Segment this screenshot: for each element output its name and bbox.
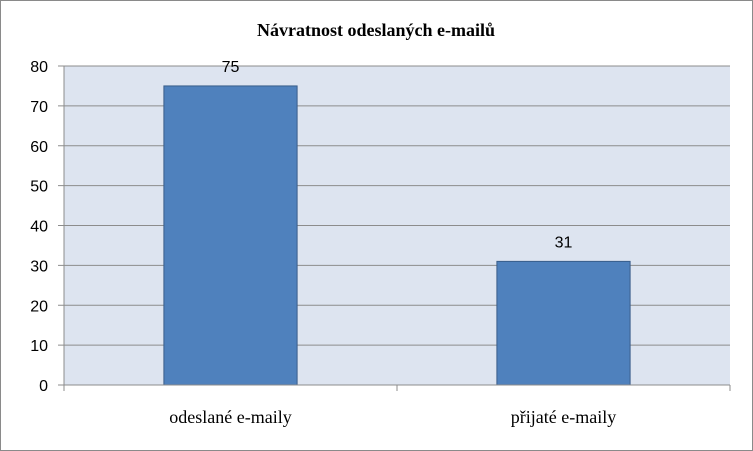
y-tick-label: 40 [30,219,48,236]
y-tick-label: 30 [30,258,48,275]
axes [58,65,731,391]
x-tick-label: odeslané e-maily [169,407,291,427]
bar-1 [163,85,298,386]
data-label: 75 [222,59,240,76]
y-tick-label: 0 [39,378,48,395]
y-tick-label: 50 [30,179,48,196]
bar-2 [496,260,631,386]
data-label: 31 [555,234,573,251]
bars [163,85,631,386]
x-tick-labels: odeslané e-maily přijaté e-maily [169,407,616,427]
y-tick-label: 20 [30,298,48,315]
y-tick-label: 60 [30,139,48,156]
y-tick-label: 80 [30,59,48,76]
data-labels: 75 31 [222,59,573,251]
x-tick-label: přijaté e-maily [511,407,616,427]
y-tick-label: 70 [30,99,48,116]
y-tick-labels: 0 10 20 30 40 50 60 70 80 [30,59,48,395]
y-tick-label: 10 [30,338,48,355]
chart-title: Návratnost odeslaných e-mailů [257,20,495,40]
